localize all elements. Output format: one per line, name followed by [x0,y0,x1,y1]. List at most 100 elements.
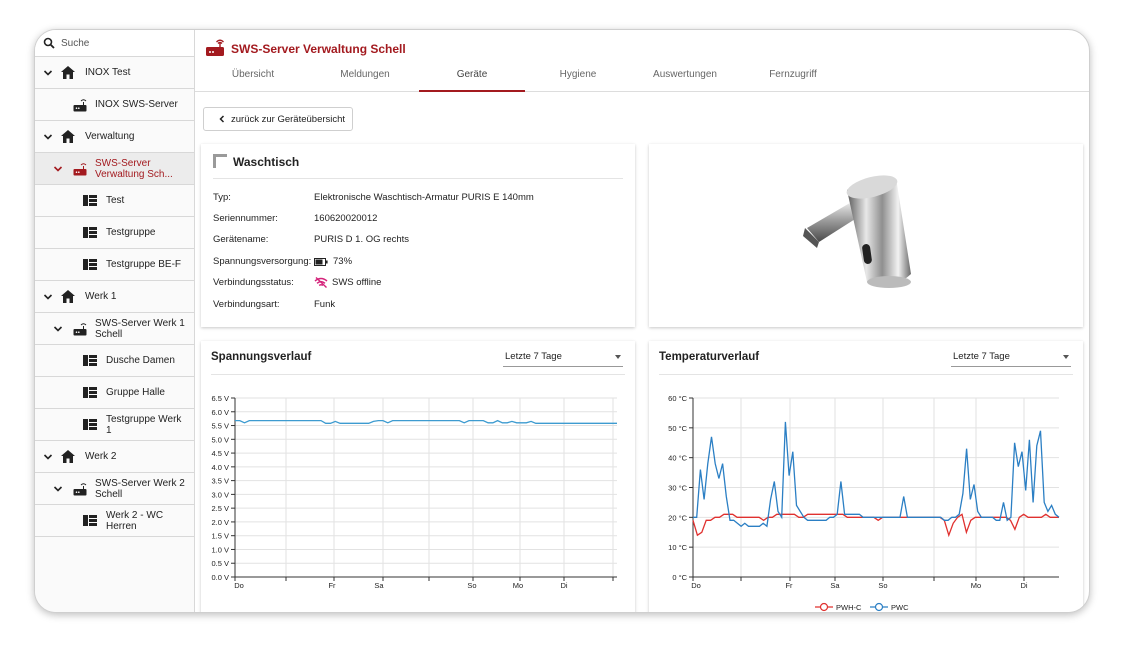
chevron-down-icon[interactable] [43,68,53,78]
legend-marker [874,602,884,612]
x-tick-label: So [878,581,887,590]
chevron-down-icon[interactable] [43,452,53,462]
chevron-down-icon[interactable] [43,292,53,302]
chevron-down-icon[interactable] [53,324,63,334]
chevron-down-icon[interactable] [53,164,63,174]
chevron-down-icon [1063,355,1069,359]
device-title: Waschtisch [233,155,300,169]
sidebar-item-label: Verwaltung [85,131,135,142]
sidebar-item[interactable]: INOX Test [35,57,194,89]
sidebar-item[interactable]: Testgruppe Werk 1 [35,409,194,441]
legend-label: PWC [891,603,909,612]
sidebar-item-label: INOX Test [85,67,131,78]
range-select[interactable]: Letzte 7 Tage [503,351,623,367]
field-value-text: 73% [333,256,353,267]
chart-title: Spannungsverlauf [211,351,312,363]
device-info-card: Waschtisch Typ: Elektronische Waschtisch-… [201,144,635,327]
divider [213,178,623,179]
field-label: Gerätename: [213,234,269,245]
sidebar-item-label: SWS-Server Verwaltung Sch... [95,157,173,180]
sidebar-item-label: Werk 2 - WC Herren [106,509,164,532]
chevron-down-icon[interactable] [53,484,63,494]
search-bar[interactable]: Suche [35,30,194,57]
faucet-image [803,175,911,288]
tab-4[interactable]: Auswertungen [653,69,717,80]
field-label: Verbindungsstatus: [213,277,294,288]
sidebar-item[interactable]: SWS-Server Werk 1 Schell [35,313,194,345]
sidebar-item-label: Gruppe Halle [106,387,165,398]
field-value-text: 160620020012 [314,213,378,224]
series-line [692,513,1059,538]
tab-2[interactable]: Geräte [419,64,525,92]
y-tick-label: 30 °C [668,484,687,493]
sidebar-item[interactable]: Test [35,185,194,217]
field-value: SWS offline [314,277,381,288]
y-tick-label: 3.5 V [211,477,229,486]
x-tick-label: Do [234,581,244,590]
voltage-chart-card: Spannungsverlauf Letzte 7 Tage 0.0 V 0.5 … [201,341,635,612]
x-tick-label: Sa [374,581,384,590]
range-select[interactable]: Letzte 7 Tage [951,351,1071,367]
x-tick-label: Sa [830,581,840,590]
device-field: Typ: Elektronische Waschtisch-Armatur PUR… [213,192,623,206]
group-grid-icon [83,355,97,366]
temperature-chart-card: Temperaturverlauf Letzte 7 Tage 0 °C 10 °… [649,341,1083,612]
search-icon [43,37,55,49]
home-icon [61,130,75,143]
header: SWS-Server Verwaltung Schell Übersicht Me… [195,30,1089,92]
sidebar-item[interactable]: Testgruppe BE-F [35,249,194,281]
y-tick-label: 6.5 V [211,394,229,403]
tab-5[interactable]: Fernzugriff [769,69,817,80]
tab-1[interactable]: Meldungen [340,69,390,80]
sidebar-item[interactable]: INOX SWS-Server [35,89,194,121]
y-tick-label: 50 °C [668,424,687,433]
group-grid-icon [83,515,97,526]
search-input[interactable]: Suche [61,37,90,49]
server-icon [73,163,87,176]
legend-label: PWH-C [836,603,862,612]
range-select-value: Letzte 7 Tage [505,351,562,362]
back-button[interactable]: zurück zur Geräteübersicht [203,107,353,131]
chevron-down-icon[interactable] [43,132,53,142]
sidebar-item[interactable]: Dusche Damen [35,345,194,377]
y-tick-label: 60 °C [668,394,687,403]
divider [211,374,625,375]
range-select-value: Letzte 7 Tage [953,351,1010,362]
device-type-icon [213,154,227,168]
sidebar-item[interactable]: SWS-Server Verwaltung Sch... [35,153,194,185]
tab-3[interactable]: Hygiene [559,69,597,80]
sidebar-item[interactable]: SWS-Server Werk 2 Schell [35,473,194,505]
sidebar-item[interactable]: Werk 2 - WC Herren [35,505,194,537]
sidebar-item[interactable]: Verwaltung [35,121,194,153]
x-tick-label: Di [1020,581,1027,590]
series-line [693,421,1060,528]
y-tick-label: 4.0 V [211,463,229,472]
field-value-text: Elektronische Waschtisch-Armatur PURIS E… [314,192,534,203]
y-tick-label: 1.5 V [211,532,229,541]
sidebar-item[interactable]: Testgruppe [35,217,194,249]
y-tick-label: 2.5 V [211,504,229,513]
sidebar-item[interactable]: Werk 2 [35,441,194,473]
voltage-chart: 0.0 V 0.5 V 1.0 V 1.5 V 2.0 V 2.5 V 3.0 V 3.5 V… [211,394,617,590]
page-title: SWS-Server Verwaltung Schell [231,42,406,56]
field-value: 160620020012 [314,213,377,224]
y-tick-label: 0.5 V [211,559,229,568]
field-value-text: Funk [314,299,336,310]
y-tick-label: 20 °C [668,513,687,522]
group-grid-icon [83,259,97,270]
battery-icon [314,257,328,266]
y-tick-label: 1.0 V [211,545,229,554]
field-value: 73% [314,256,352,267]
field-value-text: PURIS D 1. OG rechts [314,234,410,245]
sidebar-item[interactable]: Werk 1 [35,281,194,313]
tab-0[interactable]: Übersicht [231,69,275,80]
back-button-label: zurück zur Geräteübersicht [231,113,346,125]
x-tick-label: Di [560,581,567,590]
home-icon [61,66,75,79]
tab-bar: Übersicht Meldungen Geräte Hygiene Auswertun… [195,64,847,92]
x-tick-label: Fr [785,581,793,590]
sidebar-item[interactable]: Gruppe Halle [35,377,194,409]
y-tick-label: 2.0 V [211,518,229,527]
x-tick-label: So [467,581,476,590]
field-value-text: SWS offline [332,277,382,288]
